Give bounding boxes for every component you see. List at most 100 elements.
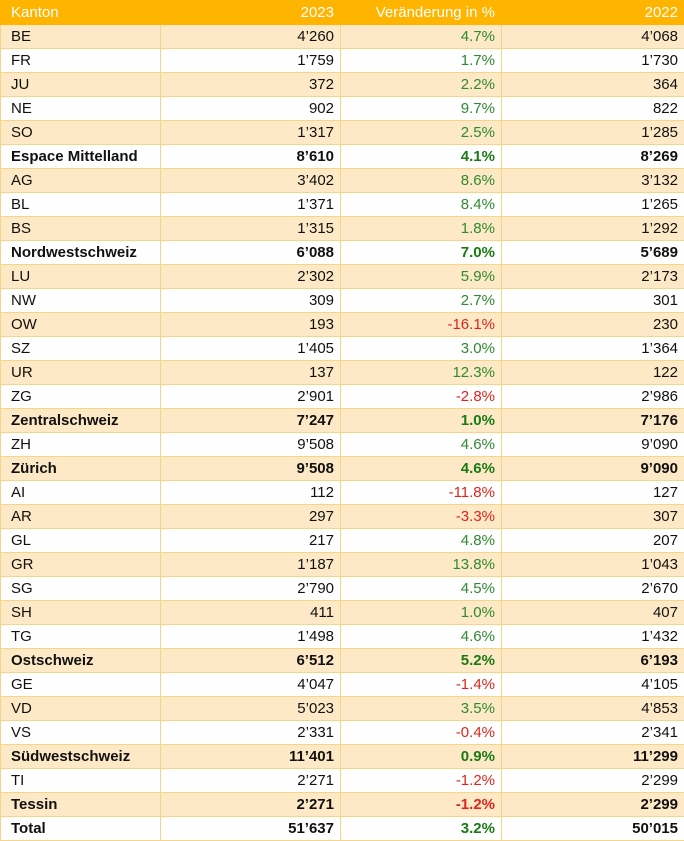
- change-cell: -11.8%: [341, 481, 502, 505]
- kanton-cell: BS: [1, 217, 161, 241]
- value-2023-cell: 4’047: [161, 673, 341, 697]
- value-2022-cell: 7’176: [502, 409, 684, 433]
- value-2023-cell: 1’759: [161, 49, 341, 73]
- value-2023-cell: 2’271: [161, 769, 341, 793]
- value-2023-cell: 297: [161, 505, 341, 529]
- change-cell: 0.9%: [341, 745, 502, 769]
- value-2023-cell: 411: [161, 601, 341, 625]
- kanton-cell: ZH: [1, 433, 161, 457]
- change-cell: 3.5%: [341, 697, 502, 721]
- value-2023-cell: 193: [161, 313, 341, 337]
- kanton-cell: GE: [1, 673, 161, 697]
- value-2022-cell: 1’364: [502, 337, 684, 361]
- value-2023-cell: 1’498: [161, 625, 341, 649]
- value-2023-cell: 8’610: [161, 145, 341, 169]
- kanton-cell: Ostschweiz: [1, 649, 161, 673]
- change-cell: -3.3%: [341, 505, 502, 529]
- value-2022-cell: 822: [502, 97, 684, 121]
- kanton-cell: SG: [1, 577, 161, 601]
- change-cell: 4.1%: [341, 145, 502, 169]
- header-change: Veränderung in %: [341, 1, 502, 25]
- value-2022-cell: 1’730: [502, 49, 684, 73]
- value-2022-cell: 11’299: [502, 745, 684, 769]
- header-row: Kanton 2023 Veränderung in % 2022: [1, 1, 684, 25]
- kanton-cell: NE: [1, 97, 161, 121]
- kanton-cell: GR: [1, 553, 161, 577]
- change-cell: 1.8%: [341, 217, 502, 241]
- kanton-cell: AG: [1, 169, 161, 193]
- value-2022-cell: 9’090: [502, 457, 684, 481]
- value-2022-cell: 50’015: [502, 817, 684, 841]
- value-2023-cell: 11’401: [161, 745, 341, 769]
- change-cell: -1.2%: [341, 769, 502, 793]
- value-2023-cell: 4’260: [161, 25, 341, 49]
- kanton-cell: TI: [1, 769, 161, 793]
- value-2022-cell: 127: [502, 481, 684, 505]
- value-2023-cell: 902: [161, 97, 341, 121]
- value-2022-cell: 364: [502, 73, 684, 97]
- table-header: Kanton 2023 Veränderung in % 2022: [1, 1, 684, 25]
- value-2022-cell: 307: [502, 505, 684, 529]
- value-2023-cell: 2’271: [161, 793, 341, 817]
- kanton-cell: Südwestschweiz: [1, 745, 161, 769]
- change-cell: 13.8%: [341, 553, 502, 577]
- kanton-cell: Total: [1, 817, 161, 841]
- kanton-cell: LU: [1, 265, 161, 289]
- value-2022-cell: 6’193: [502, 649, 684, 673]
- value-2022-cell: 4’105: [502, 673, 684, 697]
- value-2022-cell: 2’173: [502, 265, 684, 289]
- kanton-cell: SH: [1, 601, 161, 625]
- change-cell: 7.0%: [341, 241, 502, 265]
- value-2023-cell: 112: [161, 481, 341, 505]
- value-2023-cell: 1’371: [161, 193, 341, 217]
- value-2023-cell: 6’088: [161, 241, 341, 265]
- value-2023-cell: 137: [161, 361, 341, 385]
- change-cell: 4.7%: [341, 25, 502, 49]
- value-2023-cell: 372: [161, 73, 341, 97]
- value-2023-cell: 2’302: [161, 265, 341, 289]
- kanton-cell: AI: [1, 481, 161, 505]
- value-2023-cell: 217: [161, 529, 341, 553]
- value-2023-cell: 1’317: [161, 121, 341, 145]
- value-2023-cell: 1’405: [161, 337, 341, 361]
- value-2022-cell: 230: [502, 313, 684, 337]
- change-cell: 12.3%: [341, 361, 502, 385]
- value-2022-cell: 2’341: [502, 721, 684, 745]
- kanton-cell: VD: [1, 697, 161, 721]
- value-2022-cell: 122: [502, 361, 684, 385]
- value-2023-cell: 1’187: [161, 553, 341, 577]
- change-cell: 1.0%: [341, 601, 502, 625]
- change-cell: -2.8%: [341, 385, 502, 409]
- change-cell: 5.2%: [341, 649, 502, 673]
- kanton-cell: VS: [1, 721, 161, 745]
- value-2023-cell: 6’512: [161, 649, 341, 673]
- change-cell: -1.2%: [341, 793, 502, 817]
- change-cell: 8.4%: [341, 193, 502, 217]
- kanton-cell: SO: [1, 121, 161, 145]
- value-2022-cell: 1’043: [502, 553, 684, 577]
- value-2022-cell: 4’853: [502, 697, 684, 721]
- change-cell: 1.0%: [341, 409, 502, 433]
- value-2022-cell: 2’299: [502, 769, 684, 793]
- kanton-cell: BE: [1, 25, 161, 49]
